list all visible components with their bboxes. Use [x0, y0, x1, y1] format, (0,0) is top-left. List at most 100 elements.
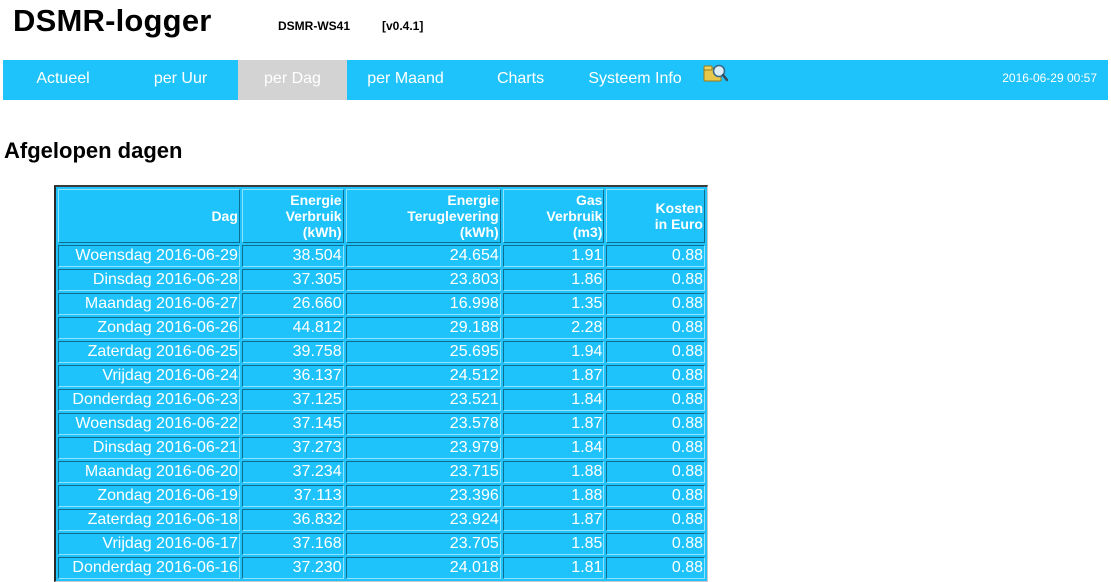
table-row: Dinsdag 2016-06-21 37.273 23.979 1.84 0.88	[58, 437, 705, 459]
cell-energie-teruglevering: 23.521	[345, 389, 501, 411]
table-row: Maandag 2016-06-20 37.234 23.715 1.88 0.88	[58, 461, 705, 483]
header-energie-teruglevering: Energie Teruglevering (kWh)	[345, 189, 501, 243]
cell-kosten: 0.88	[606, 413, 705, 435]
cell-kosten: 0.88	[606, 533, 705, 555]
page-title: Afgelopen dagen	[4, 138, 183, 163]
version-label: [v0.4.1]	[382, 19, 424, 33]
cell-gas-verbruik: 1.87	[502, 413, 605, 435]
cell-kosten: 0.88	[606, 485, 705, 507]
cell-energie-teruglevering: 23.924	[345, 509, 501, 531]
header-line: Gas	[575, 192, 603, 208]
cell-energie-verbruik: 37.273	[241, 437, 344, 459]
daily-table: Dag Energie Verbruik (kWh) Energie Terug…	[56, 187, 707, 581]
cell-gas-verbruik: 1.88	[502, 485, 605, 507]
cell-gas-verbruik: 1.84	[502, 389, 605, 411]
header-line: (kWh)	[459, 224, 499, 240]
cell-gas-verbruik: 1.87	[502, 365, 605, 387]
cell-gas-verbruik: 1.88	[502, 461, 605, 483]
cell-kosten: 0.88	[606, 293, 705, 315]
cell-gas-verbruik: 1.35	[502, 293, 605, 315]
host-name: DSMR-WS41	[278, 19, 351, 33]
cell-gas-verbruik: 1.91	[502, 245, 605, 267]
table-row: Donderdag 2016-06-16 37.230 24.018 1.81 0.88	[58, 557, 705, 579]
cell-energie-teruglevering: 16.998	[345, 293, 501, 315]
cell-energie-teruglevering: 23.979	[345, 437, 501, 459]
cell-dag: Maandag 2016-06-20	[58, 461, 240, 483]
cell-energie-verbruik: 37.113	[241, 485, 344, 507]
cell-energie-verbruik: 26.660	[241, 293, 344, 315]
cell-energie-teruglevering: 23.803	[345, 269, 501, 291]
cell-energie-verbruik: 44.812	[241, 317, 344, 339]
cell-kosten: 0.88	[606, 269, 705, 291]
header: DSMR-logger DSMR-WS41 [v0.4.1]	[0, 0, 1111, 60]
cell-energie-teruglevering: 23.715	[345, 461, 501, 483]
nav-charts[interactable]: Charts	[496, 70, 545, 87]
cell-energie-verbruik: 38.504	[241, 245, 344, 267]
header-line: Verbruik	[546, 208, 603, 224]
header-line: Kosten	[655, 200, 703, 216]
cell-energie-teruglevering: 24.018	[345, 557, 501, 579]
cell-kosten: 0.88	[606, 365, 705, 387]
nav-actueel[interactable]: Actueel	[36, 70, 90, 87]
header-dag: Dag	[58, 189, 240, 243]
table-row: Woensdag 2016-06-22 37.145 23.578 1.87 0.88	[58, 413, 705, 435]
cell-dag: Dinsdag 2016-06-28	[58, 269, 240, 291]
cell-energie-teruglevering: 23.578	[345, 413, 501, 435]
cell-kosten: 0.88	[606, 317, 705, 339]
table-row: Zondag 2016-06-19 37.113 23.396 1.88 0.88	[58, 485, 705, 507]
table-row: Vrijdag 2016-06-24 36.137 24.512 1.87 0.88	[58, 365, 705, 387]
table-row: Maandag 2016-06-27 26.660 16.998 1.35 0.88	[58, 293, 705, 315]
daily-table-container: Dag Energie Verbruik (kWh) Energie Terug…	[54, 185, 708, 582]
cell-dag: Zondag 2016-06-19	[58, 485, 240, 507]
header-line: Dag	[211, 208, 238, 224]
table-row: Vrijdag 2016-06-17 37.168 23.705 1.85 0.88	[58, 533, 705, 555]
cell-gas-verbruik: 1.81	[502, 557, 605, 579]
cell-dag: Woensdag 2016-06-22	[58, 413, 240, 435]
cell-energie-verbruik: 36.137	[241, 365, 344, 387]
nav-per-uur[interactable]: per Uur	[153, 70, 208, 87]
cell-energie-verbruik: 37.230	[241, 557, 344, 579]
file-search-icon[interactable]	[703, 62, 729, 86]
cell-energie-verbruik: 37.234	[241, 461, 344, 483]
table-row: Donderdag 2016-06-23 37.125 23.521 1.84 0.88	[58, 389, 705, 411]
nav-per-dag[interactable]: per Dag	[238, 60, 347, 100]
cell-energie-teruglevering: 24.512	[345, 365, 501, 387]
cell-dag: Zaterdag 2016-06-18	[58, 509, 240, 531]
cell-kosten: 0.88	[606, 389, 705, 411]
table-row: Woensdag 2016-06-29 38.504 24.654 1.91 0.88	[58, 245, 705, 267]
cell-energie-teruglevering: 24.654	[345, 245, 501, 267]
cell-energie-verbruik: 39.758	[241, 341, 344, 363]
nav-per-maand[interactable]: per Maand	[367, 70, 444, 87]
table-body: Woensdag 2016-06-29 38.504 24.654 1.91 0.88 D…	[58, 245, 705, 579]
cell-energie-teruglevering: 29.188	[345, 317, 501, 339]
cell-kosten: 0.88	[606, 341, 705, 363]
cell-gas-verbruik: 2.28	[502, 317, 605, 339]
cell-kosten: 0.88	[606, 461, 705, 483]
cell-gas-verbruik: 1.84	[502, 437, 605, 459]
header-line: Energie	[447, 192, 499, 208]
cell-gas-verbruik: 1.86	[502, 269, 605, 291]
cell-dag: Zaterdag 2016-06-25	[58, 341, 240, 363]
nav-systeem-info[interactable]: Systeem Info	[588, 70, 682, 87]
cell-dag: Maandag 2016-06-27	[58, 293, 240, 315]
cell-gas-verbruik: 1.87	[502, 509, 605, 531]
header-line: Verbruik	[285, 208, 342, 224]
cell-dag: Donderdag 2016-06-23	[58, 389, 240, 411]
table-row: Zaterdag 2016-06-25 39.758 25.695 1.94 0.88	[58, 341, 705, 363]
cell-energie-verbruik: 37.125	[241, 389, 344, 411]
navbar: Actueel per Uur per Dag per Maand Charts…	[3, 60, 1108, 100]
current-datetime: 2016-06-29 00:57	[1002, 71, 1097, 85]
table-row: Zaterdag 2016-06-18 36.832 23.924 1.87 0.88	[58, 509, 705, 531]
table-header-row: Dag Energie Verbruik (kWh) Energie Terug…	[58, 189, 705, 243]
cell-dag: Vrijdag 2016-06-24	[58, 365, 240, 387]
cell-dag: Donderdag 2016-06-16	[58, 557, 240, 579]
header-line: Energie	[290, 192, 342, 208]
cell-dag: Vrijdag 2016-06-17	[58, 533, 240, 555]
cell-gas-verbruik: 1.85	[502, 533, 605, 555]
cell-energie-teruglevering: 23.396	[345, 485, 501, 507]
app-title: DSMR-logger	[13, 3, 212, 38]
cell-dag: Zondag 2016-06-26	[58, 317, 240, 339]
header-line: (m3)	[572, 224, 603, 240]
cell-dag: Dinsdag 2016-06-21	[58, 437, 240, 459]
header-line: (kWh)	[302, 224, 342, 240]
